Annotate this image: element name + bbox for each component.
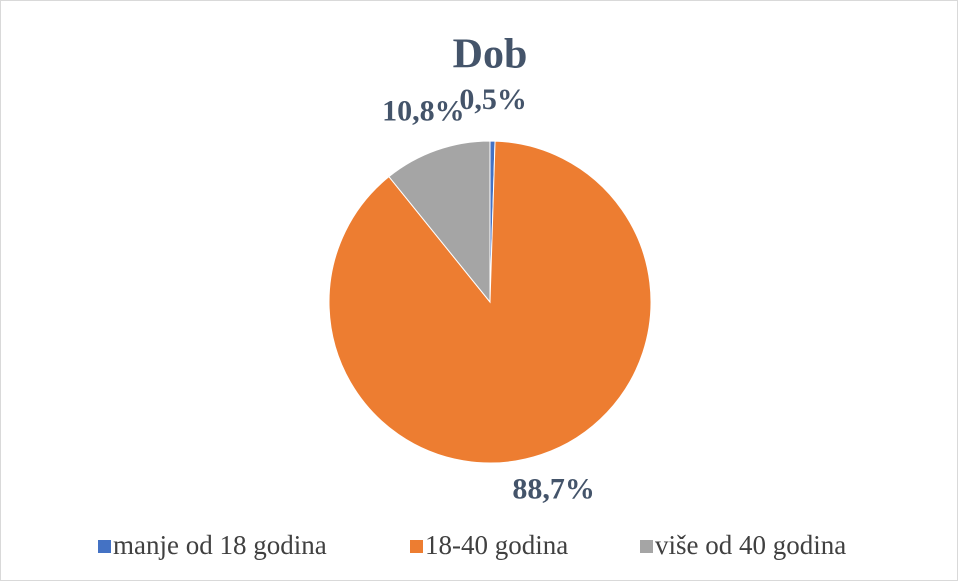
legend-label: 18-40 godina — [425, 530, 568, 560]
legend-label: manje od 18 godina — [113, 530, 327, 560]
pie-slice — [388, 140, 491, 304]
legend-swatch — [640, 540, 653, 553]
legend-swatch — [98, 540, 111, 553]
legend-swatch — [410, 540, 423, 553]
chart-title: Dob — [453, 32, 528, 78]
data-label: 0,5% — [459, 83, 527, 116]
data-label: 10,8% — [382, 94, 465, 127]
data-label: 88,7% — [512, 473, 595, 506]
legend-label: više od 40 godina — [655, 530, 846, 560]
